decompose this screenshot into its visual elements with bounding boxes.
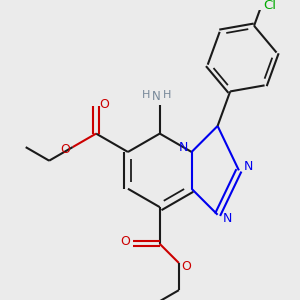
Text: O: O [99,98,109,111]
Text: N: N [223,212,232,225]
Text: H: H [163,90,172,100]
Text: O: O [182,260,192,273]
Text: N: N [152,90,160,103]
Text: N: N [179,141,189,154]
Text: N: N [244,160,253,173]
Text: Cl: Cl [263,0,276,12]
Text: H: H [142,90,150,100]
Text: O: O [60,142,70,156]
Text: O: O [120,236,130,248]
